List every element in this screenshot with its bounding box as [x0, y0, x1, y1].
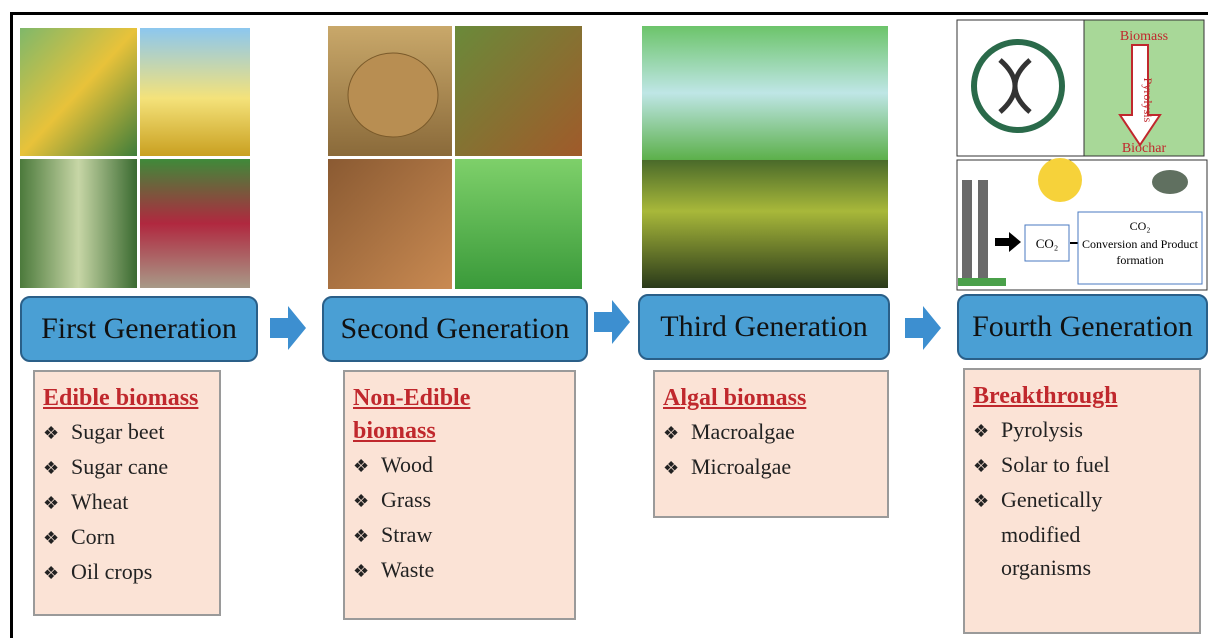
photo-grass	[455, 159, 582, 289]
chimney	[962, 180, 972, 280]
list-item: Wood	[353, 448, 566, 483]
list-item: Waste	[353, 553, 566, 588]
description-box: Edible biomassSugar beetSugar caneWheatC…	[33, 370, 221, 616]
description-box: Algal biomassMacroalgaeMicroalgae	[653, 370, 889, 518]
co2-text: CO₂	[1130, 219, 1151, 233]
chimney	[978, 180, 988, 280]
list-item: Grass	[353, 483, 566, 518]
list-item: Straw	[353, 518, 566, 553]
list-item: Solar to fuel	[973, 448, 1151, 483]
photo-wood	[328, 159, 452, 289]
biomass-heading: Non-Edible biomass	[353, 382, 503, 448]
dna-icon	[974, 42, 1062, 130]
biomass-label: Biomass	[1120, 29, 1168, 44]
list-item: Corn	[43, 520, 211, 555]
diagram: Biomass Pyrolysis Biochar CO₂ CO₂ Conver…	[0, 0, 1208, 638]
photo-beet	[140, 159, 250, 288]
biomass-heading: Algal biomass	[663, 382, 879, 415]
pyrolysis-label: Pyrolysis	[1141, 78, 1155, 123]
photo-waste	[455, 26, 582, 156]
hay-bale	[348, 53, 438, 137]
photo-cane	[20, 159, 137, 288]
photo-macroalgae	[642, 160, 888, 288]
photo-corn	[20, 28, 137, 156]
conversion-text: Conversion and Product formation	[1080, 236, 1200, 268]
generation-label: Third Generation	[638, 294, 890, 360]
biomass-heading: Edible biomass	[43, 382, 211, 415]
list-item: Sugar beet	[43, 415, 211, 450]
list-item: Pyrolysis	[973, 413, 1151, 448]
list-item: Genetically modified organisms	[973, 483, 1151, 584]
biomass-heading: Breakthrough	[973, 380, 1191, 413]
co2-text: CO₂	[1036, 236, 1059, 251]
generation-label: First Generation	[20, 296, 258, 362]
list-item: Wheat	[43, 485, 211, 520]
generation-label: Second Generation	[322, 296, 588, 362]
list-item: Sugar cane	[43, 450, 211, 485]
generation-label: Fourth Generation	[957, 294, 1208, 360]
coins	[1152, 170, 1188, 194]
sun	[1038, 158, 1082, 202]
description-box: BreakthroughPyrolysisSolar to fuelGeneti…	[963, 368, 1201, 634]
ground	[958, 278, 1006, 286]
list-item: Microalgae	[663, 450, 879, 485]
biochar-label: Biochar	[1122, 141, 1167, 156]
photo-sunflower	[140, 28, 250, 156]
photo-microalgae	[642, 26, 888, 160]
list-item: Macroalgae	[663, 415, 879, 450]
description-box: Non-Edible biomassWoodGrassStrawWaste	[343, 370, 576, 620]
list-item: Oil crops	[43, 555, 211, 590]
